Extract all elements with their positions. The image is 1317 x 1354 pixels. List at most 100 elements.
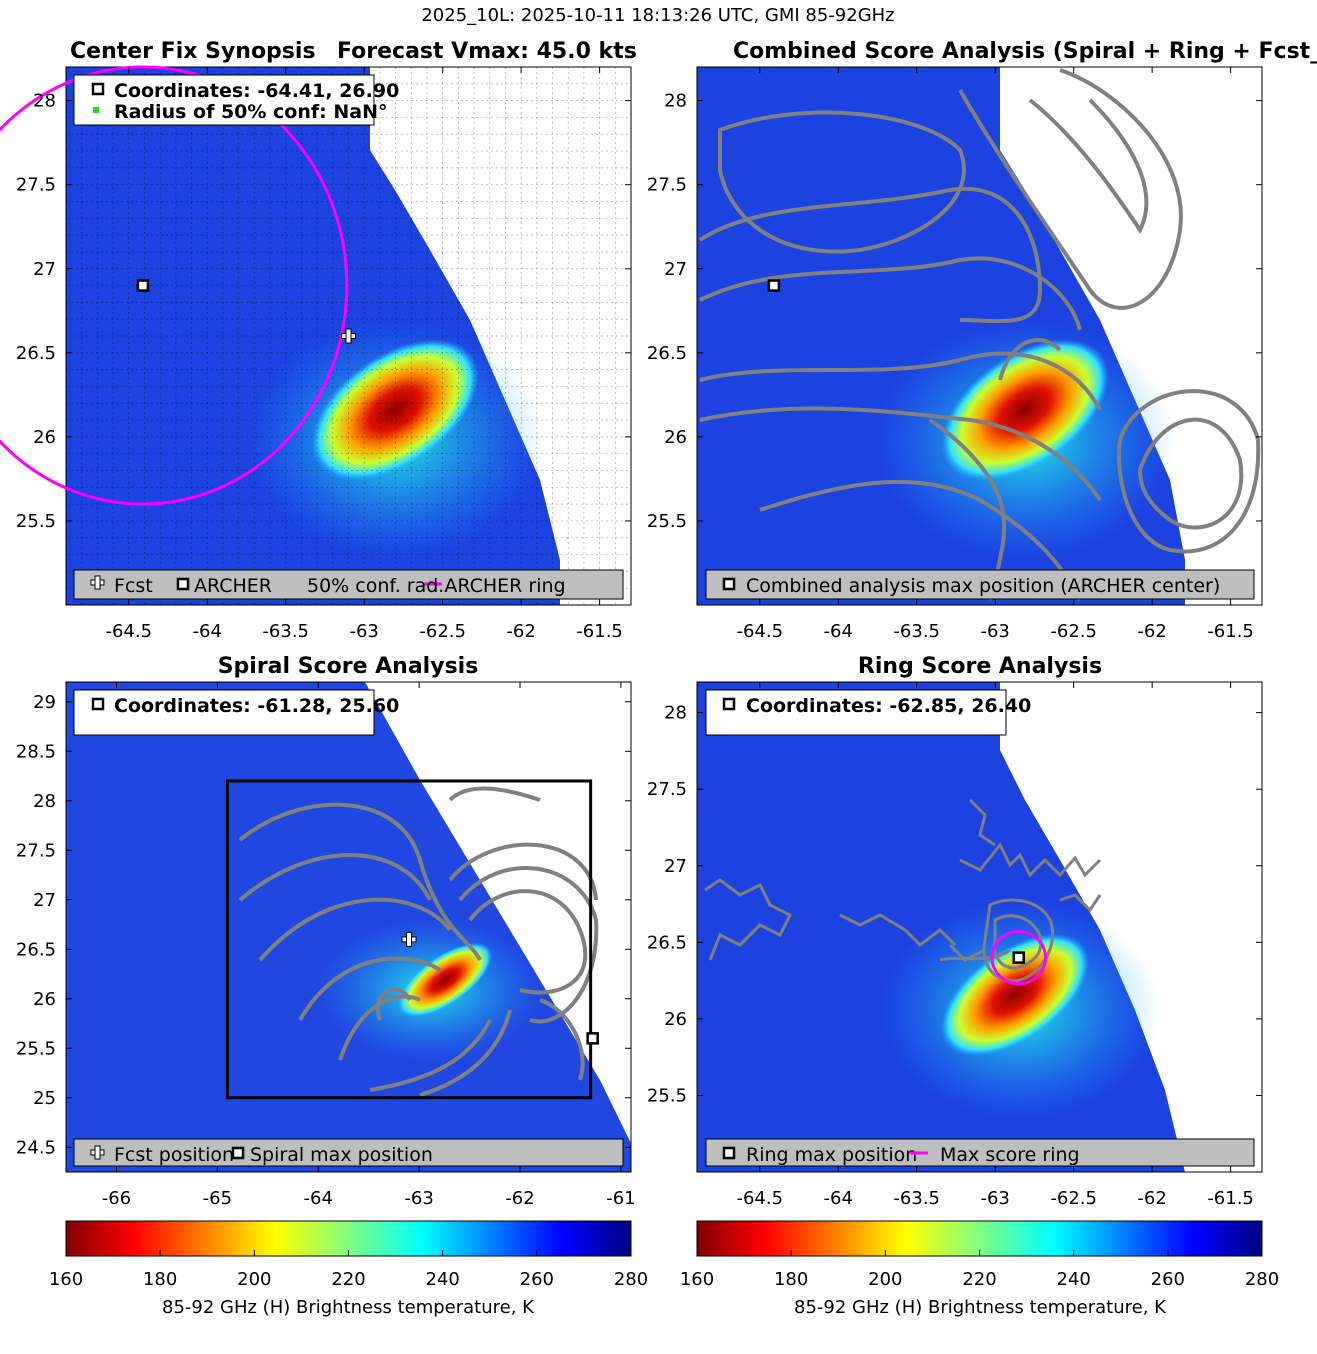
fcst-marker <box>341 328 356 344</box>
square-marker-icon <box>231 1146 245 1160</box>
panel2-legend <box>705 569 1255 600</box>
x-tick-label: -63 <box>349 621 378 642</box>
panel1-conf-ring <box>0 65 349 506</box>
y-tick-label: 26.5 <box>16 343 56 364</box>
panel1-legend-fcst: Fcst <box>114 575 153 597</box>
panel2-markers <box>767 279 781 292</box>
x-tick-label: -62.5 <box>1050 621 1097 642</box>
x-tick-label: -64 <box>824 621 853 642</box>
y-tick-label: 26 <box>664 427 687 448</box>
y-tick-label: 25.5 <box>16 1038 56 1059</box>
colorbar-tick-label: 200 <box>868 1269 902 1290</box>
colorbar-left: 160 180 200 220 240 260 280 85-92 GHz (H) Brig… <box>49 1220 648 1318</box>
colorbar-tick-label: 220 <box>331 1269 365 1290</box>
square-marker-icon <box>722 697 736 711</box>
panel1-info-radius: Radius of 50% conf: NaN° <box>114 101 388 123</box>
panel4-info-box <box>705 689 1007 736</box>
y-tick-label: 28 <box>33 91 56 112</box>
x-tick-label: -64 <box>304 1188 333 1209</box>
x-tick-label: -63 <box>980 621 1009 642</box>
colorbar-right: 160 180 200 220 240 260 280 85-92 GHz (H) Brig… <box>680 1220 1279 1318</box>
x-tick-label: -63.5 <box>893 621 940 642</box>
panel1-ticks: -64.5 -64 -63.5 -63 -62.5 -62 -61.5 25.5 26 26.5 2… <box>16 67 631 642</box>
y-tick-label: 27 <box>664 259 687 280</box>
colorbar-left-label: 85-92 GHz (H) Brightness temperature, K <box>162 1297 535 1318</box>
colorbar-tick-label: 160 <box>49 1269 83 1290</box>
colorbar-tick-label: 280 <box>1245 1269 1279 1290</box>
panel4-ticks: -64.5 -64 -63.5 -63 -62.5 -62 -61.5 25.5 26 26.5 2… <box>647 682 1262 1209</box>
y-tick-label: 29 <box>33 692 56 713</box>
x-tick-label: -63 <box>980 1188 1009 1209</box>
y-tick-label: 26.5 <box>16 939 56 960</box>
x-tick-label: -62 <box>1137 1188 1166 1209</box>
square-marker-icon <box>91 697 105 711</box>
y-tick-label: 25 <box>33 1088 56 1109</box>
panel1-axes <box>65 66 632 606</box>
x-tick-label: -64 <box>824 1188 853 1209</box>
combined-score-panel: Combined Score Analysis (Spiral + Ring +… <box>647 39 1317 642</box>
y-tick-label: 25.5 <box>647 511 687 532</box>
square-marker-icon <box>722 577 736 591</box>
y-tick-label: 27 <box>664 856 687 877</box>
colorbar-tick-label: 280 <box>614 1269 648 1290</box>
colorbar-tick-label: 160 <box>680 1269 714 1290</box>
y-tick-label: 27.5 <box>647 175 687 196</box>
x-tick-label: -61.5 <box>576 621 623 642</box>
plus-marker-icon <box>90 1145 105 1160</box>
green-dot-icon <box>93 107 99 113</box>
x-tick-label: -65 <box>203 1188 232 1209</box>
y-tick-label: 27 <box>33 259 56 280</box>
fcst-marker <box>401 931 417 947</box>
panel1-info-coordinates: Coordinates: -64.41, 26.90 <box>114 80 399 102</box>
x-tick-label: -61 <box>606 1188 635 1209</box>
x-tick-label: -64.5 <box>105 621 152 642</box>
panel2-axes <box>696 66 1263 606</box>
panel1-info-box <box>73 74 375 126</box>
square-marker-icon <box>722 1146 736 1160</box>
y-tick-label: 26 <box>664 1009 687 1030</box>
y-tick-label: 28.5 <box>16 741 56 762</box>
panel1-markers <box>136 279 356 344</box>
y-tick-label: 26 <box>33 427 56 448</box>
panel3-legend-spiral: Spiral max position <box>250 1144 433 1166</box>
x-tick-label: -62 <box>505 1188 534 1209</box>
ring-score-panel: Ring Score Analysis <box>647 654 1263 1209</box>
y-tick-label: 25.5 <box>647 1085 687 1106</box>
panel3-title: Spiral Score Analysis <box>218 654 479 679</box>
panel3-info-box <box>73 689 375 736</box>
x-tick-label: -62.5 <box>419 621 466 642</box>
panel1-title2: Forecast Vmax: 45.0 kts <box>337 39 637 64</box>
panel2-title: Combined Score Analysis (Spiral + Ring +… <box>733 39 1317 64</box>
colorbar-tick-label: 220 <box>962 1269 996 1290</box>
archer-marker <box>136 279 150 292</box>
panel4-convection <box>940 933 1090 1057</box>
x-tick-label: -62 <box>1137 621 1166 642</box>
plus-marker-bar <box>406 931 413 947</box>
colorbar-tick-label: 200 <box>237 1269 271 1290</box>
x-tick-label: -61.5 <box>1207 621 1254 642</box>
x-tick-label: -63.5 <box>893 1188 940 1209</box>
panel4-max-ring <box>990 930 1047 986</box>
panel2-contours <box>698 68 1261 601</box>
colorbar-tick-label: 240 <box>1056 1269 1090 1290</box>
panel3-axes <box>65 681 632 1173</box>
y-tick-label: 28 <box>664 703 687 724</box>
panel4-contours <box>704 798 1102 983</box>
colorbar-right-ticks: 160 180 200 220 240 260 280 <box>680 1250 1279 1290</box>
x-tick-label: -61.5 <box>1207 1188 1254 1209</box>
y-tick-label: 27.5 <box>647 779 687 800</box>
spiral-score-panel: Spiral Score Analysis <box>16 654 636 1209</box>
analysis-box <box>225 779 593 1100</box>
x-tick-label: -63 <box>404 1188 433 1209</box>
colorbar-tick-label: 180 <box>143 1269 177 1290</box>
colorbar-tick-label: 240 <box>425 1269 459 1290</box>
panel2-ticks: -64.5 -64 -63.5 -63 -62.5 -62 -61.5 25.5 26 26.5 2… <box>647 67 1262 642</box>
panel3-ticks: -66 -65 -64 -63 -62 -61 24.5 25 25.5 26 26.5 27 27.5… <box>16 682 636 1209</box>
panel3-info-coordinates: Coordinates: -61.28, 25.60 <box>114 695 399 717</box>
x-tick-label: -62.5 <box>1050 1188 1097 1209</box>
plus-marker-bar <box>345 328 352 344</box>
conf-ring <box>0 65 349 506</box>
panel1-title: Center Fix Synopsis <box>70 39 316 64</box>
x-tick-label: -62 <box>506 621 535 642</box>
